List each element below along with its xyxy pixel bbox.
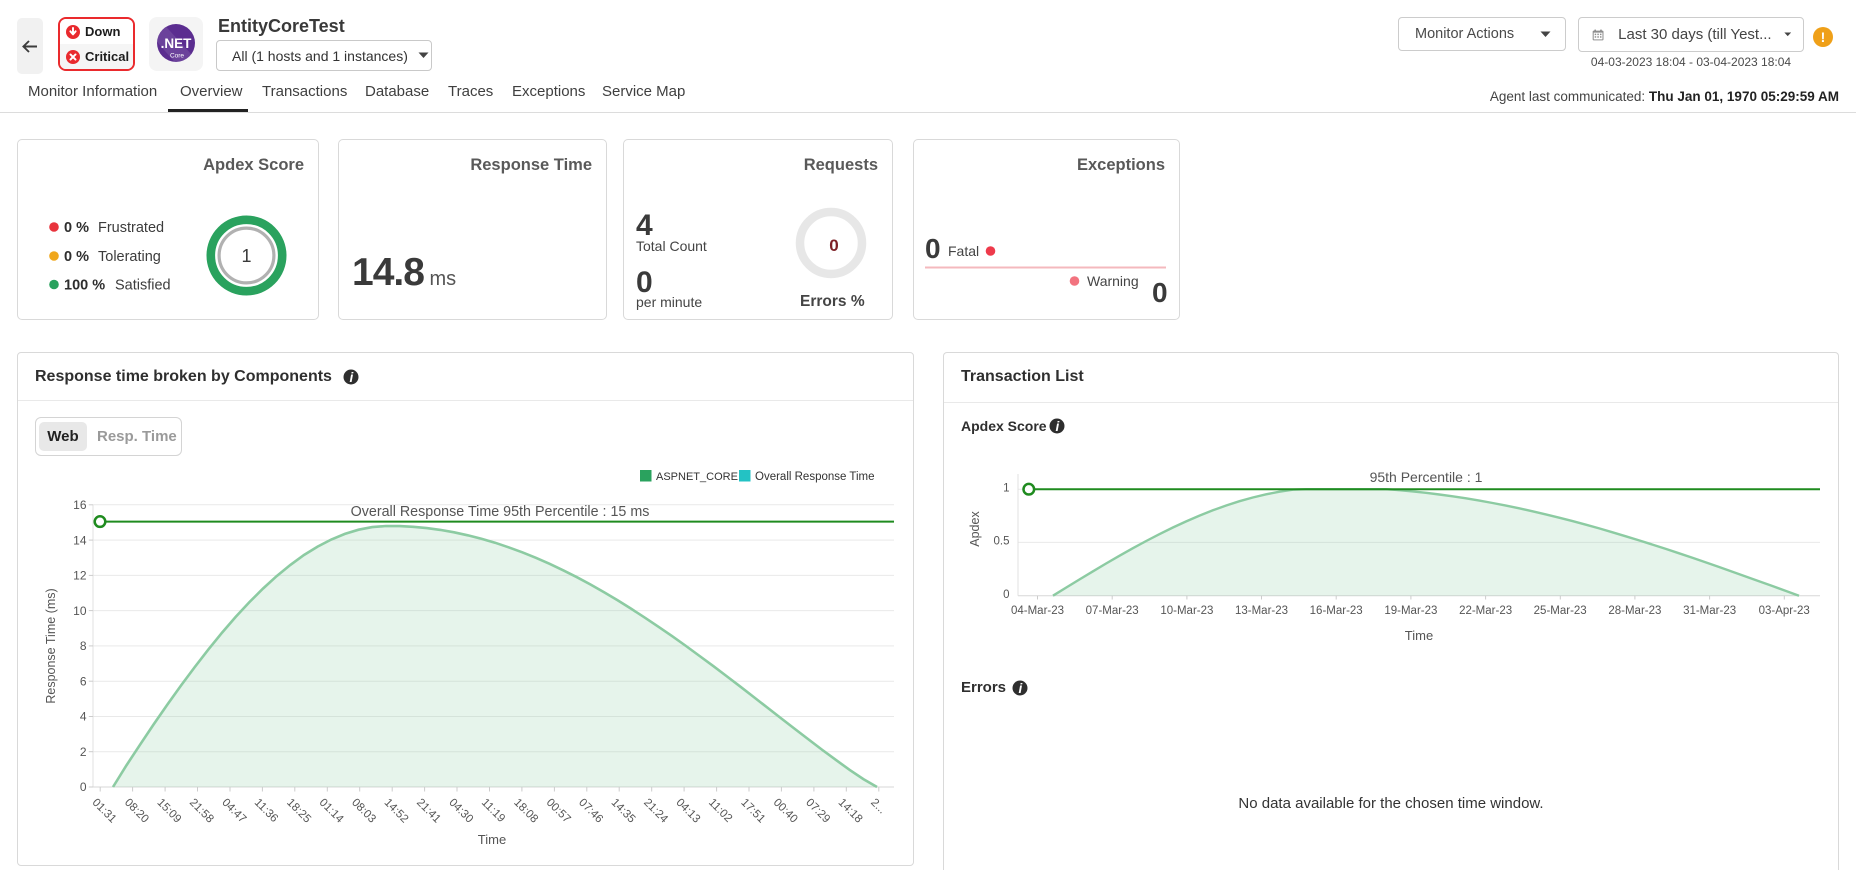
svg-text:0.5: 0.5 xyxy=(994,536,1010,548)
svg-text:Overall Response Time: Overall Response Time xyxy=(755,471,875,483)
svg-text:4: 4 xyxy=(80,710,87,724)
svg-text:07:29: 07:29 xyxy=(803,797,832,826)
svg-text:28-Mar-23: 28-Mar-23 xyxy=(1608,605,1661,617)
svg-text:14:52: 14:52 xyxy=(382,797,411,826)
svg-text:18:25: 18:25 xyxy=(284,797,313,826)
svg-text:Errors %: Errors % xyxy=(800,293,865,310)
svg-text:21:24: 21:24 xyxy=(641,797,670,826)
svg-text:04:30: 04:30 xyxy=(446,797,475,826)
svg-text:00:57: 00:57 xyxy=(544,797,573,826)
svg-text:per minute: per minute xyxy=(636,294,702,310)
svg-text:13-Mar-23: 13-Mar-23 xyxy=(1235,605,1288,617)
svg-text:0 %: 0 % xyxy=(64,220,89,236)
svg-text:04:47: 04:47 xyxy=(219,797,248,826)
svg-text:1: 1 xyxy=(1003,483,1009,495)
svg-text:10-Mar-23: 10-Mar-23 xyxy=(1160,605,1213,617)
svg-text:14:35: 14:35 xyxy=(609,797,638,826)
svg-text:15:09: 15:09 xyxy=(154,797,183,826)
svg-text:0: 0 xyxy=(829,236,838,255)
svg-text:Time: Time xyxy=(1405,628,1433,643)
svg-text:22-Mar-23: 22-Mar-23 xyxy=(1459,605,1512,617)
svg-text:Frustrated: Frustrated xyxy=(98,220,164,236)
svg-text:08:03: 08:03 xyxy=(349,797,378,826)
svg-text:0: 0 xyxy=(1003,589,1009,601)
svg-text:16: 16 xyxy=(73,498,87,512)
svg-text:00:40: 00:40 xyxy=(771,797,800,826)
svg-text:Warning: Warning xyxy=(1087,273,1139,289)
svg-text:1: 1 xyxy=(241,246,251,266)
svg-text:01:14: 01:14 xyxy=(317,797,346,826)
svg-text:Apdex: Apdex xyxy=(968,511,982,547)
svg-text:Overall Response Time 95th Per: Overall Response Time 95th Percentile : … xyxy=(351,504,650,520)
svg-text:12: 12 xyxy=(73,569,87,583)
svg-text:95th Percentile : 1: 95th Percentile : 1 xyxy=(1370,469,1483,485)
svg-text:i: i xyxy=(1019,681,1023,696)
svg-text:04:13: 04:13 xyxy=(673,797,702,826)
svg-text:18:08: 18:08 xyxy=(511,797,540,826)
svg-text:08:20: 08:20 xyxy=(122,797,151,826)
svg-text:Response Time (ms): Response Time (ms) xyxy=(44,588,58,703)
svg-text:03-Apr-23: 03-Apr-23 xyxy=(1759,605,1810,617)
svg-text:04-Mar-23: 04-Mar-23 xyxy=(1011,605,1064,617)
svg-text:11:19: 11:19 xyxy=(479,797,507,825)
svg-text:25-Mar-23: 25-Mar-23 xyxy=(1534,605,1587,617)
svg-text:Tolerating: Tolerating xyxy=(98,249,161,265)
svg-text:0 %: 0 % xyxy=(64,249,89,265)
svg-text:01:31: 01:31 xyxy=(90,797,119,826)
svg-text:Core: Core xyxy=(170,53,184,60)
svg-text:14:18: 14:18 xyxy=(836,797,865,826)
svg-text:2...: 2... xyxy=(868,797,888,817)
svg-text:Satisfied: Satisfied xyxy=(115,278,171,294)
svg-text:07-Mar-23: 07-Mar-23 xyxy=(1086,605,1139,617)
svg-text:i: i xyxy=(350,370,354,385)
svg-text:2: 2 xyxy=(80,745,87,759)
svg-text:07:46: 07:46 xyxy=(576,797,605,826)
svg-text:11:02: 11:02 xyxy=(706,797,734,825)
svg-text:0: 0 xyxy=(636,266,653,299)
svg-text:.NET: .NET xyxy=(161,36,193,51)
svg-text:Time: Time xyxy=(478,832,506,847)
svg-text:8: 8 xyxy=(80,639,87,653)
svg-text:10: 10 xyxy=(73,604,87,618)
svg-text:21:58: 21:58 xyxy=(187,797,216,826)
svg-text:0: 0 xyxy=(80,780,87,794)
svg-text:17:51: 17:51 xyxy=(738,797,767,826)
svg-text:11:36: 11:36 xyxy=(252,797,280,825)
svg-text:i: i xyxy=(1056,419,1060,434)
svg-text:14: 14 xyxy=(73,533,87,547)
svg-text:Total Count: Total Count xyxy=(636,238,707,254)
svg-text:0: 0 xyxy=(925,233,941,264)
svg-text:31-Mar-23: 31-Mar-23 xyxy=(1683,605,1736,617)
svg-text:21:41: 21:41 xyxy=(414,797,443,826)
svg-text:0: 0 xyxy=(1152,277,1168,308)
svg-text:ASPNET_CORE: ASPNET_CORE xyxy=(656,471,738,483)
svg-text:4: 4 xyxy=(636,209,653,242)
svg-text:100 %: 100 % xyxy=(64,278,105,294)
svg-text:16-Mar-23: 16-Mar-23 xyxy=(1310,605,1363,617)
svg-text:19-Mar-23: 19-Mar-23 xyxy=(1384,605,1437,617)
svg-text:Fatal: Fatal xyxy=(948,243,979,259)
svg-text:6: 6 xyxy=(80,674,87,688)
